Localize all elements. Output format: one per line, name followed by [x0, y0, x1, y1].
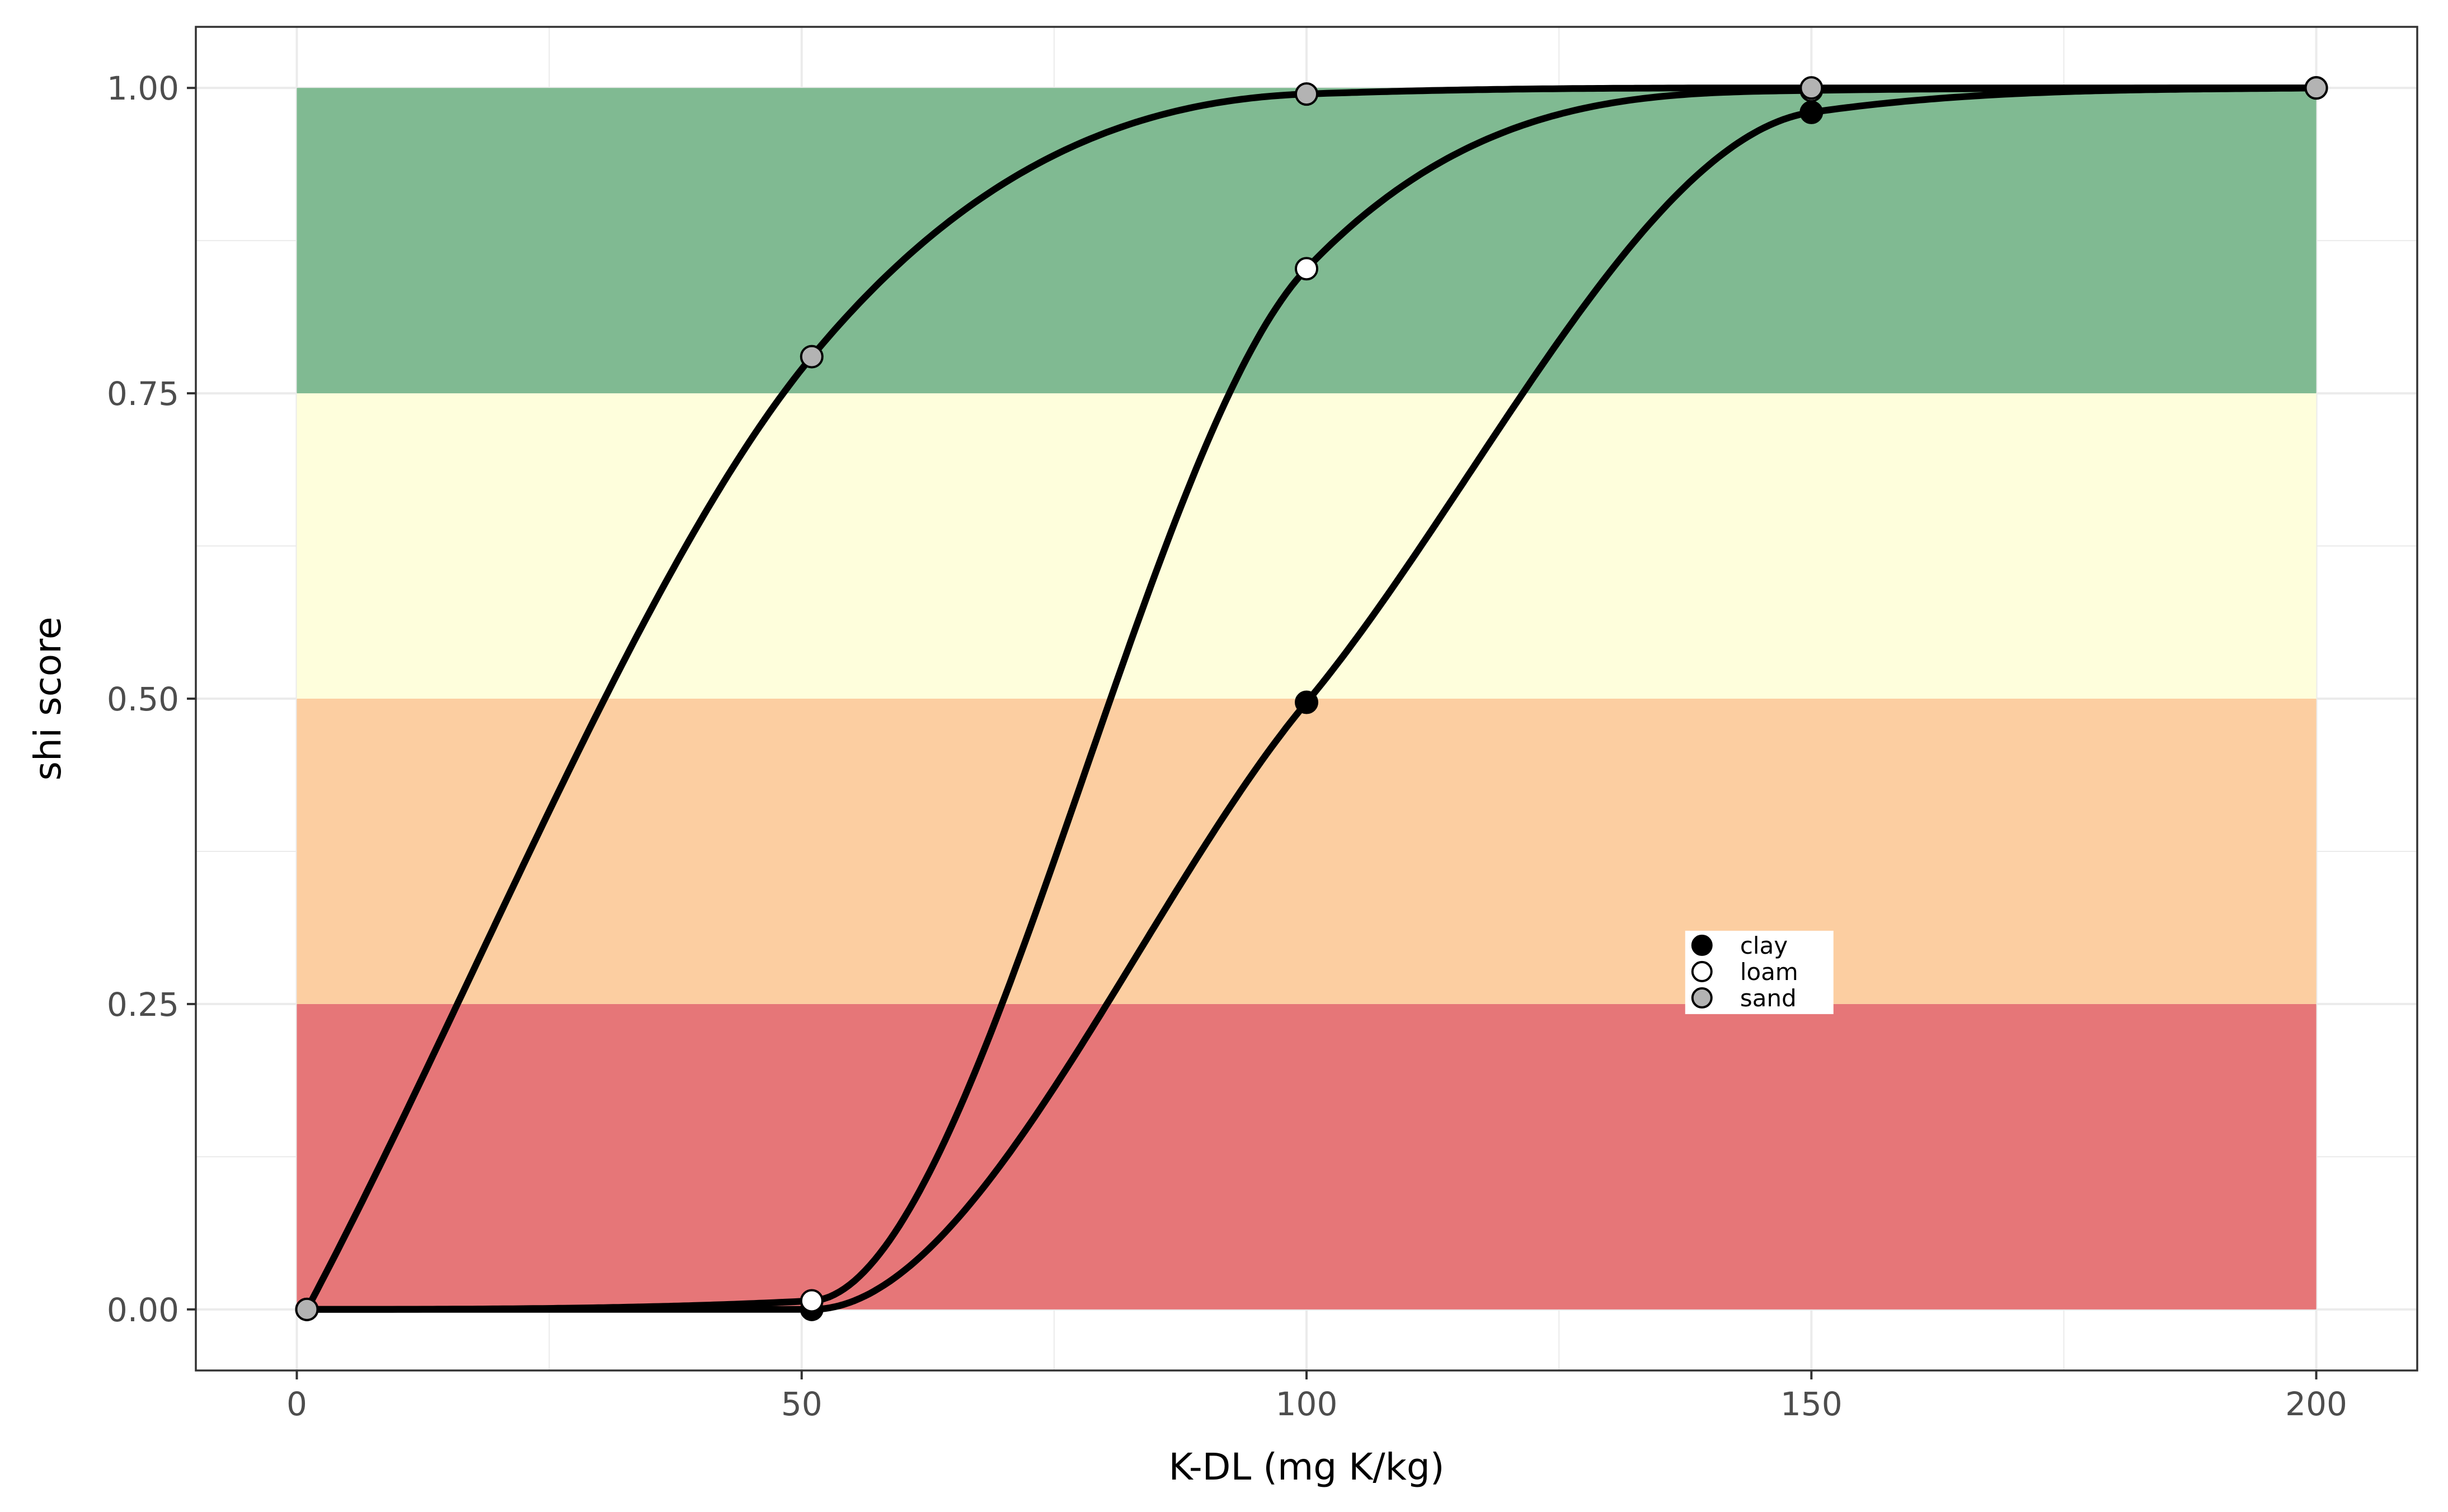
point-sand	[1295, 82, 1318, 106]
y-tick-label: 0.75	[107, 375, 179, 413]
point-sand	[295, 1297, 319, 1321]
data-points	[295, 76, 2328, 1321]
x-axis: 0 50 100 150 200	[286, 1370, 2347, 1423]
y-tick-label: 0.50	[107, 680, 179, 718]
point-sand	[800, 345, 824, 369]
score-band	[297, 393, 2317, 699]
x-tick-label: 0	[286, 1385, 307, 1423]
x-axis-title: K-DL (mg K/kg)	[1168, 1445, 1444, 1489]
point-clay	[1295, 690, 1318, 714]
y-tick-label: 0.00	[107, 1291, 179, 1329]
point-loam	[800, 1289, 824, 1313]
legend-label-sand: sand	[1740, 985, 1797, 1012]
y-tick-label: 1.00	[107, 69, 179, 107]
y-tick-label: 0.25	[107, 986, 179, 1024]
x-tick-label: 150	[1780, 1385, 1843, 1423]
legend-key-clay	[1691, 934, 1713, 956]
score-band	[297, 1004, 2317, 1310]
legend-key-loam	[1691, 960, 1713, 982]
x-tick-label: 200	[2285, 1385, 2347, 1423]
legend-key-sand	[1691, 987, 1713, 1009]
point-sand	[2304, 76, 2328, 100]
point-loam	[1295, 257, 1318, 281]
y-axis-title: shi score	[26, 617, 69, 781]
score-band	[297, 88, 2317, 394]
legend-label-clay: clay	[1740, 932, 1788, 959]
point-sand	[1799, 76, 1824, 100]
point-clay	[1799, 100, 1824, 124]
score-bands	[297, 88, 2317, 1310]
x-tick-label: 50	[781, 1385, 823, 1423]
score-band	[297, 699, 2317, 1004]
y-axis: 0.00 0.25 0.50 0.75 1.00	[107, 69, 196, 1329]
legend-label-loam: loam	[1740, 958, 1798, 986]
x-tick-label: 100	[1276, 1385, 1338, 1423]
